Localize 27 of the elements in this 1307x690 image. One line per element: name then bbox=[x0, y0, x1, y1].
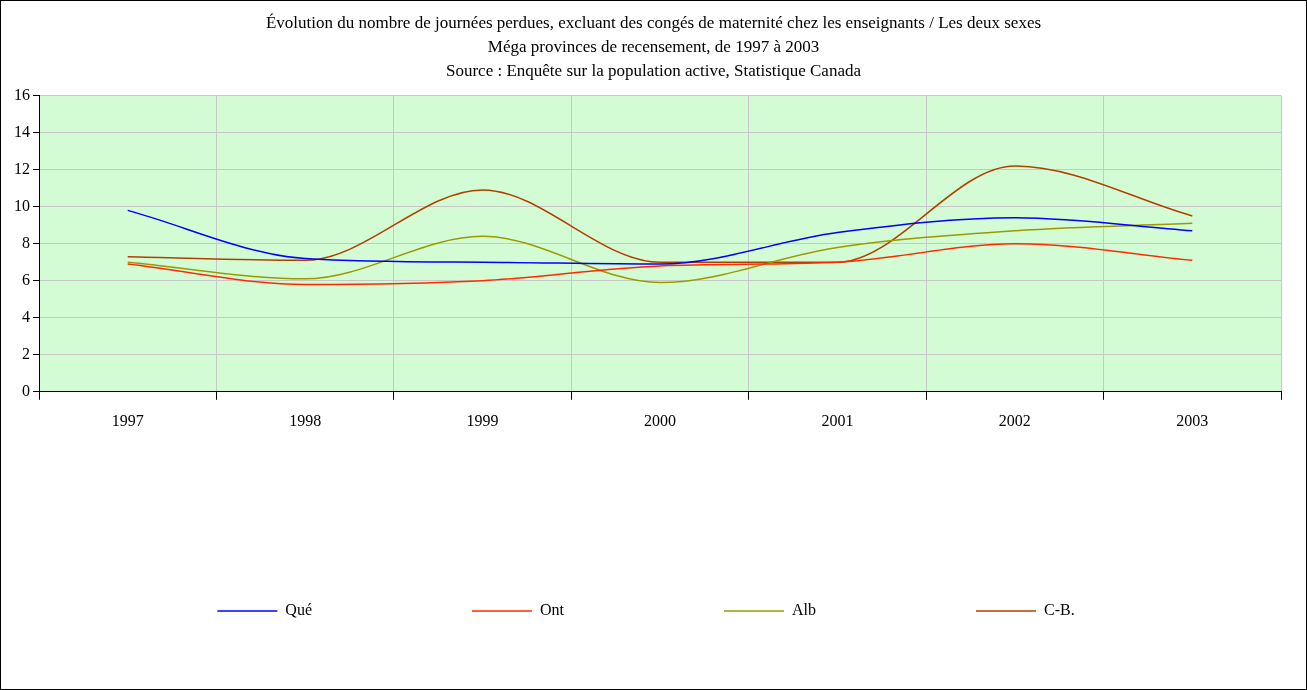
x-tick-label: 1998 bbox=[289, 411, 322, 429]
line-series bbox=[126, 209, 1194, 265]
y-tick-label: 12 bbox=[14, 159, 30, 177]
x-tick-label: 1999 bbox=[466, 411, 499, 429]
x-tick-label: 1997 bbox=[111, 411, 144, 429]
line-series bbox=[126, 165, 1194, 263]
line-series bbox=[126, 242, 1194, 286]
y-tick-label: 8 bbox=[22, 233, 30, 251]
y-tick-label: 4 bbox=[22, 307, 30, 325]
x-tick-label: 2001 bbox=[821, 411, 854, 429]
source-note: Source : Enquête sur la population active, Statistique Canada bbox=[445, 60, 862, 82]
legend-label: Alb bbox=[791, 601, 816, 619]
chart-title: Évolution du nombre de journées perdues, excluant des congés de maternité chez les enseignants / Les deux sexes bbox=[264, 12, 1043, 34]
legend-label: Qué bbox=[285, 601, 312, 619]
x-tick-label: 2002 bbox=[998, 411, 1031, 429]
y-tick-label: 0 bbox=[22, 382, 30, 399]
y-tick-label: 16 bbox=[14, 85, 30, 103]
y-tick-label: 14 bbox=[14, 122, 30, 140]
line-series bbox=[126, 222, 1194, 284]
chart-subtitle: Méga provinces de recensement, de 1997 à 2003 bbox=[486, 36, 821, 58]
legend-label: Ont bbox=[539, 601, 565, 619]
x-tick-label: 2000 bbox=[644, 411, 676, 429]
y-tick-label: 10 bbox=[14, 196, 30, 214]
x-tick-label: 2003 bbox=[1176, 411, 1209, 429]
legend-label: C-B. bbox=[1043, 601, 1075, 619]
y-tick-label: 2 bbox=[22, 344, 30, 362]
y-tick-label: 6 bbox=[22, 270, 30, 288]
